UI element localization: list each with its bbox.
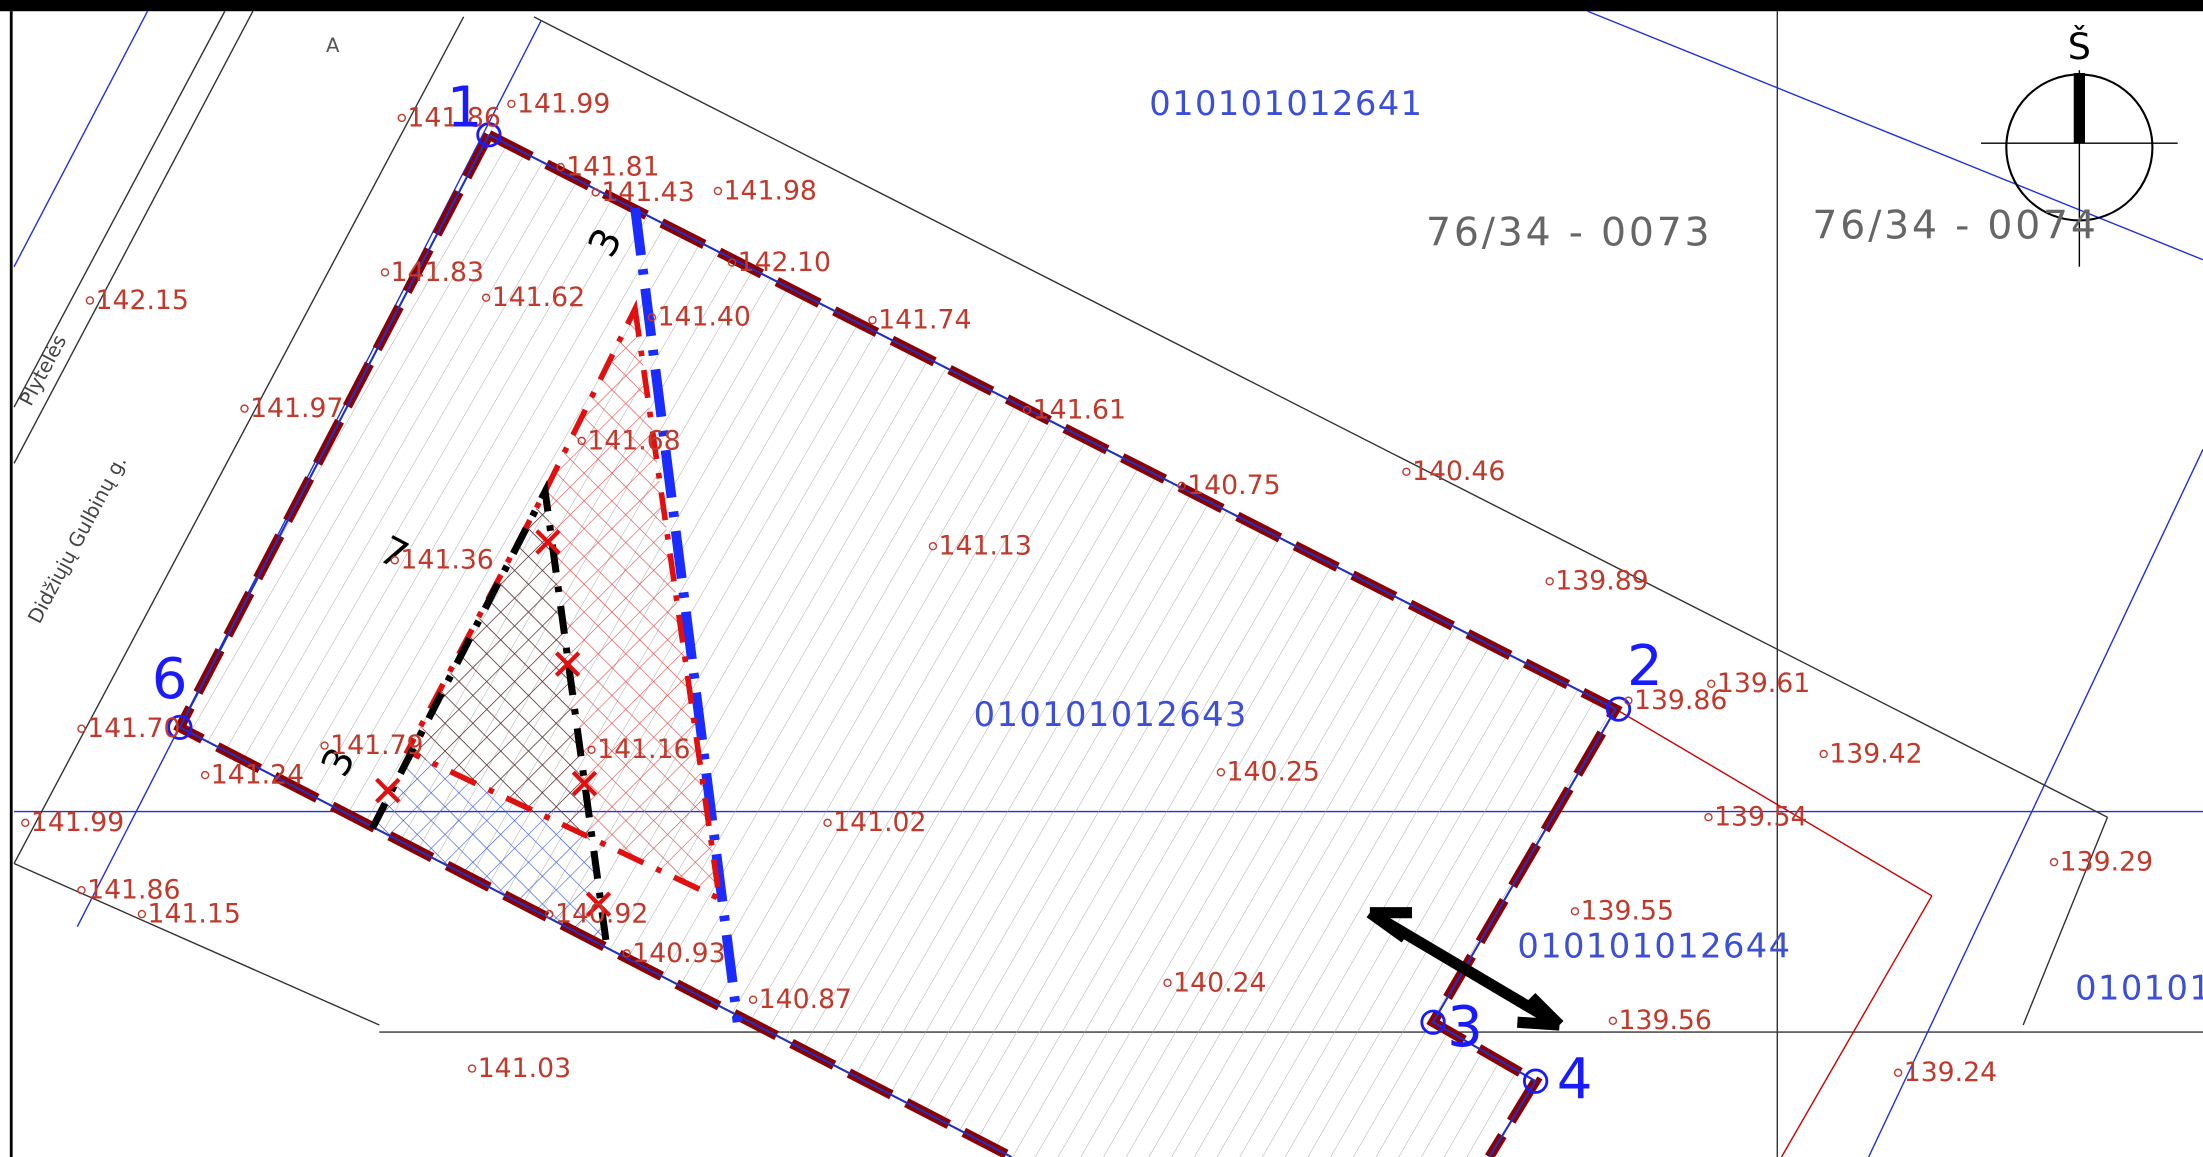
- elevation-point: [2049, 857, 2059, 867]
- elevation-label: 141.36: [400, 545, 493, 576]
- elevation-label: 140.46: [1412, 456, 1505, 487]
- elevation-point: [21, 818, 30, 828]
- elevation-point: [481, 293, 491, 302]
- point-number: 3: [1447, 995, 1483, 1060]
- elevation-point: [397, 113, 407, 123]
- elevation-point: [1022, 405, 1032, 415]
- elevation-label: 140.93: [632, 938, 725, 969]
- elevation-label: 141.99: [517, 88, 610, 119]
- elevation-label: 139.61: [1717, 668, 1810, 699]
- labels: Š A Plytelės Didžiųjų Gulbinų g. 76/34 -…: [15, 24, 2203, 1112]
- elevation-label: 142.10: [738, 247, 831, 278]
- elevation-point: [1216, 768, 1226, 777]
- elevation-point: [713, 186, 723, 196]
- elevation-point: [1707, 679, 1716, 689]
- elevation-point: [556, 162, 565, 172]
- elevation-label: 141.61: [1033, 394, 1126, 425]
- elevation-point: [1608, 1016, 1618, 1026]
- elevation-point: [545, 909, 554, 919]
- point-number: 1: [447, 75, 483, 140]
- elevation-label: 141.24: [211, 760, 304, 791]
- parcel-id: 010101012641: [1149, 84, 1423, 123]
- parcel-id: 010101012644: [1517, 927, 1791, 966]
- cadastral-block: 76/34 - 0073: [1426, 211, 1712, 256]
- elevation-point: [77, 724, 86, 733]
- elevation-point: [823, 818, 832, 828]
- elevation-label: 141.43: [601, 177, 694, 208]
- elevation-point: [390, 556, 400, 565]
- elevation-point: [1570, 907, 1580, 916]
- elevation-point: [622, 949, 631, 958]
- elevation-label: 139.56: [1619, 1005, 1712, 1036]
- elevation-label: 139.86: [1634, 685, 1727, 716]
- north-label: Š: [2068, 24, 2091, 68]
- elevation-point: [200, 770, 210, 780]
- elevation-label: 141.68: [587, 425, 680, 456]
- elevation-point: [1704, 812, 1713, 822]
- elevation-label: 140.25: [1227, 757, 1320, 788]
- elevation-label: 141.02: [833, 807, 926, 838]
- elevation-point: [591, 188, 600, 197]
- road-label: A: [326, 34, 340, 57]
- elevation-point: [1624, 696, 1633, 705]
- parcel-id: 010101: [2075, 969, 2203, 1008]
- elevation-label: 141.13: [939, 531, 1032, 562]
- point-number: 2: [1627, 634, 1663, 699]
- elevation-label: 141.03: [478, 1053, 571, 1084]
- elevation-point: [1545, 577, 1554, 586]
- elevation-label: 139.89: [1555, 566, 1648, 597]
- elevation-label: 141.86: [87, 875, 180, 906]
- elevation-point: [320, 741, 329, 750]
- elevation-point: [85, 296, 95, 305]
- elevation-label: 141.98: [724, 175, 817, 206]
- elevation-label: 141.81: [566, 152, 659, 183]
- elevation-point: [868, 315, 877, 325]
- elevation-label: 141.16: [597, 734, 690, 765]
- elevation-point: [1819, 749, 1828, 759]
- elevation-label: 141.83: [391, 257, 484, 288]
- elevation-label: 139.24: [1904, 1057, 1997, 1088]
- street-name: Didžiųjų Gulbinų g.: [23, 452, 131, 627]
- elevation-point: [748, 995, 758, 1004]
- elevation-label: 141.86: [407, 102, 500, 133]
- elevation-label: 140.75: [1187, 470, 1280, 501]
- elevation-label: 142.15: [96, 285, 189, 316]
- elevation-label: 141.15: [148, 899, 241, 930]
- elevation-label: 141.79: [330, 730, 423, 761]
- elevation-point: [1163, 978, 1172, 988]
- elevation-point: [137, 909, 147, 919]
- elevation-label: 141.74: [878, 305, 971, 336]
- elevation-label: 139.29: [2060, 847, 2153, 878]
- elevation-label: 140.92: [555, 899, 648, 930]
- elevation-label: 141.97: [250, 393, 343, 424]
- point-number: 6: [152, 647, 188, 712]
- elevation-label: 141.62: [492, 282, 585, 313]
- parcel-id: 010101012643: [974, 695, 1248, 734]
- elevation-point: [727, 258, 737, 267]
- elevation-label: 139.42: [1829, 738, 1922, 769]
- elevation-point: [507, 99, 516, 109]
- elevation-point: [577, 436, 586, 446]
- elevation-point: [647, 313, 657, 322]
- elevation-point: [77, 886, 86, 895]
- elevation-point: [1893, 1068, 1903, 1077]
- elevation-label: 141.99: [31, 807, 124, 838]
- elevation-label: 140.24: [1173, 967, 1266, 998]
- elevation-point: [1402, 467, 1411, 476]
- elevation-label: 139.55: [1581, 896, 1674, 927]
- cadastral-block: 76/34 - 0074: [1812, 204, 2098, 249]
- elevation-point: [240, 404, 249, 413]
- elevation-point: [467, 1064, 477, 1073]
- elevation-point: [928, 541, 938, 551]
- elevation-point: [380, 268, 390, 277]
- elevation-label: 139.54: [1714, 802, 1807, 833]
- elevation-label: 141.40: [658, 302, 751, 333]
- elevation-label: 141.70: [87, 713, 180, 744]
- point-number: 4: [1557, 1047, 1593, 1112]
- elevation-point: [587, 745, 596, 755]
- elevation-point: [1177, 481, 1186, 491]
- elevation-label: 140.87: [759, 984, 852, 1015]
